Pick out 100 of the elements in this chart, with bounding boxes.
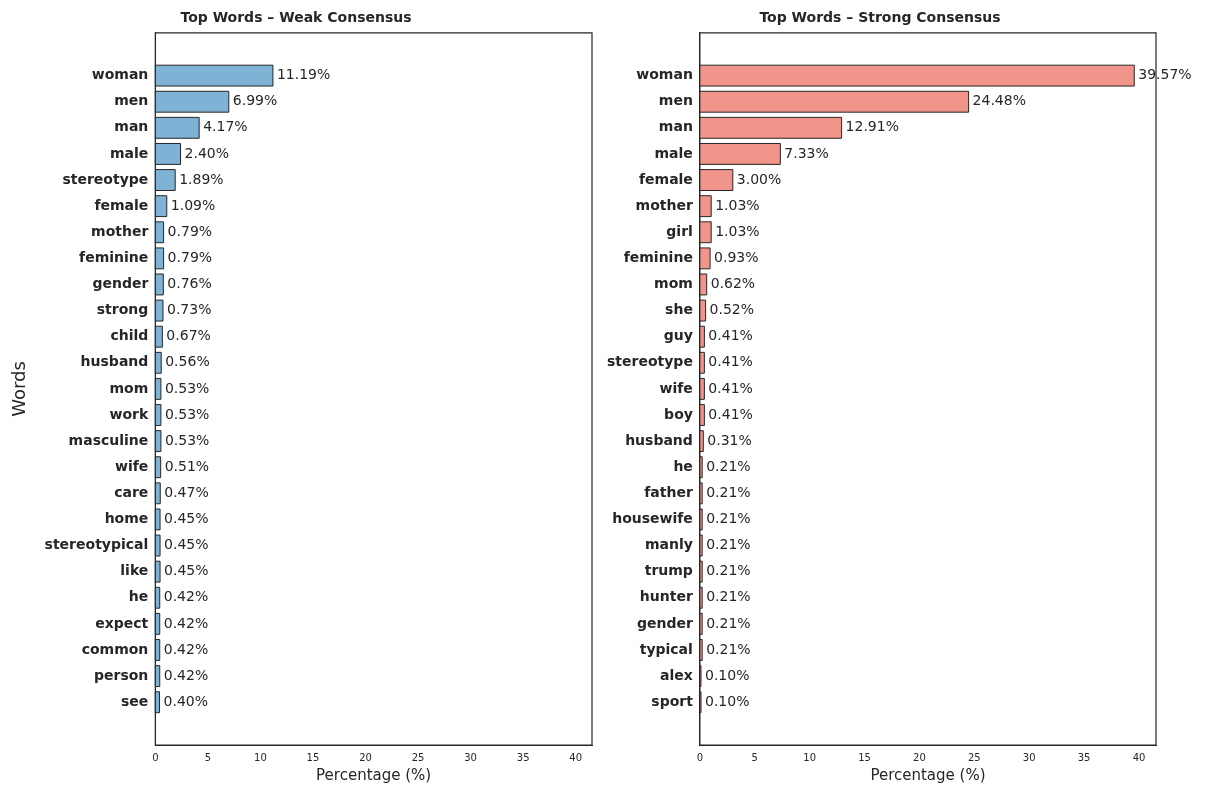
data-label: 0.41%	[708, 379, 753, 396]
chart-title: Top Words – Weak Consensus	[180, 9, 412, 26]
y-tick-label: care	[114, 483, 149, 500]
y-tick-label: feminine	[623, 249, 693, 266]
x-tick-label: 35	[1077, 751, 1091, 763]
y-tick-label: manly	[644, 536, 693, 553]
y-tick-label: he	[673, 457, 693, 474]
y-tick-label: male	[654, 144, 693, 161]
data-label: 0.42%	[163, 614, 209, 631]
x-tick-label: 0	[152, 751, 159, 763]
y-tick-label: female	[94, 196, 149, 213]
y-tick-label: mom	[109, 379, 149, 396]
y-tick-label: husband	[80, 353, 149, 370]
data-label: 0.42%	[163, 666, 209, 683]
y-tick-label: gender	[92, 275, 149, 292]
y-tick-label: gender	[636, 614, 693, 631]
x-tick-label: 10	[803, 751, 817, 763]
data-label: 0.62%	[710, 275, 756, 292]
x-tick-label: 20	[359, 751, 372, 763]
y-tick-label: father	[644, 483, 693, 500]
x-tick-label: 30	[1022, 751, 1036, 763]
x-tick-label: 15	[306, 751, 320, 763]
data-label: 7.33%	[784, 144, 829, 161]
y-tick-label: common	[81, 640, 149, 657]
data-label: 0.42%	[163, 640, 209, 657]
y-tick-label: expect	[95, 614, 149, 631]
y-tick-label: mother	[635, 196, 693, 213]
data-label: 6.99%	[232, 92, 278, 109]
y-tick-label: stereotype	[607, 353, 693, 370]
data-label: 0.45%	[164, 510, 209, 527]
data-label: 0.10%	[704, 692, 750, 709]
data-label: 11.19%	[276, 66, 331, 83]
data-label: 0.47%	[164, 483, 209, 500]
chart-title: Top Words – Strong Consensus	[759, 9, 1001, 26]
y-tick-label: woman	[636, 66, 693, 83]
data-label: 0.21%	[706, 640, 751, 657]
data-label: 0.67%	[166, 327, 211, 344]
y-tick-label: typical	[639, 640, 693, 657]
x-tick-label: 40	[1132, 751, 1146, 763]
data-label: 0.41%	[708, 353, 753, 370]
data-label: 1.03%	[715, 222, 760, 239]
y-tick-label: sport	[651, 692, 694, 709]
y-tick-label: boy	[664, 405, 693, 422]
data-label: 0.73%	[166, 301, 212, 318]
data-label: 2.40%	[184, 144, 230, 161]
y-tick-label: men	[658, 92, 693, 109]
x-axis-title: Percentage (%)	[316, 765, 432, 784]
data-label: 3.00%	[736, 170, 782, 187]
data-label: 0.53%	[164, 431, 210, 448]
y-tick-label: like	[120, 562, 149, 579]
data-label: 0.21%	[706, 614, 751, 631]
y-tick-label: mother	[91, 222, 149, 239]
y-tick-label: she	[665, 301, 693, 318]
y-tick-label: stereotypical	[44, 536, 149, 553]
y-tick-label: masculine	[68, 431, 149, 448]
data-label: 1.03%	[715, 196, 760, 213]
data-label: 0.31%	[707, 431, 752, 448]
y-tick-label: men	[114, 92, 149, 109]
y-tick-label: strong	[96, 301, 149, 318]
data-label: 0.41%	[708, 327, 753, 344]
x-tick-label: 25	[967, 751, 981, 763]
x-tick-label: 10	[254, 751, 267, 763]
data-label: 0.41%	[708, 405, 753, 422]
data-label: 0.21%	[706, 536, 751, 553]
data-label: 0.45%	[164, 536, 209, 553]
data-label: 4.17%	[203, 118, 248, 135]
y-tick-label: child	[110, 327, 149, 344]
data-label: 0.79%	[167, 249, 213, 266]
y-tick-label: guy	[663, 327, 693, 344]
data-label: 0.53%	[164, 379, 210, 396]
data-label: 0.56%	[165, 353, 210, 370]
y-tick-label: person	[93, 666, 149, 683]
data-label: 0.53%	[164, 405, 210, 422]
y-tick-label: he	[128, 588, 149, 605]
x-tick-label: 5	[204, 751, 212, 763]
data-label: 0.10%	[704, 666, 750, 683]
y-axis-title: Words	[8, 361, 30, 417]
x-tick-label: 20	[913, 751, 926, 763]
data-label: 0.45%	[164, 562, 209, 579]
y-tick-label: hunter	[639, 588, 693, 605]
x-tick-label: 15	[858, 751, 871, 763]
data-label: 0.42%	[163, 588, 209, 605]
y-tick-label: female	[638, 170, 693, 187]
data-label: 24.48%	[972, 92, 1026, 109]
y-tick-label: trump	[644, 562, 693, 579]
data-label: 0.76%	[167, 275, 212, 292]
y-tick-label: man	[658, 118, 693, 135]
x-tick-label: 40	[569, 751, 583, 763]
y-tick-label: girl	[666, 222, 693, 239]
data-label: 0.21%	[706, 510, 751, 527]
y-tick-label: see	[120, 692, 149, 709]
y-tick-label: wife	[114, 457, 149, 474]
data-label: 0.21%	[706, 588, 751, 605]
x-tick-label: 0	[696, 751, 704, 763]
y-tick-label: husband	[625, 431, 693, 448]
data-label: 0.51%	[164, 457, 210, 474]
y-tick-label: male	[109, 144, 149, 161]
y-tick-label: wife	[659, 379, 693, 396]
data-label: 12.91%	[845, 118, 899, 135]
y-tick-label: stereotype	[62, 170, 149, 187]
